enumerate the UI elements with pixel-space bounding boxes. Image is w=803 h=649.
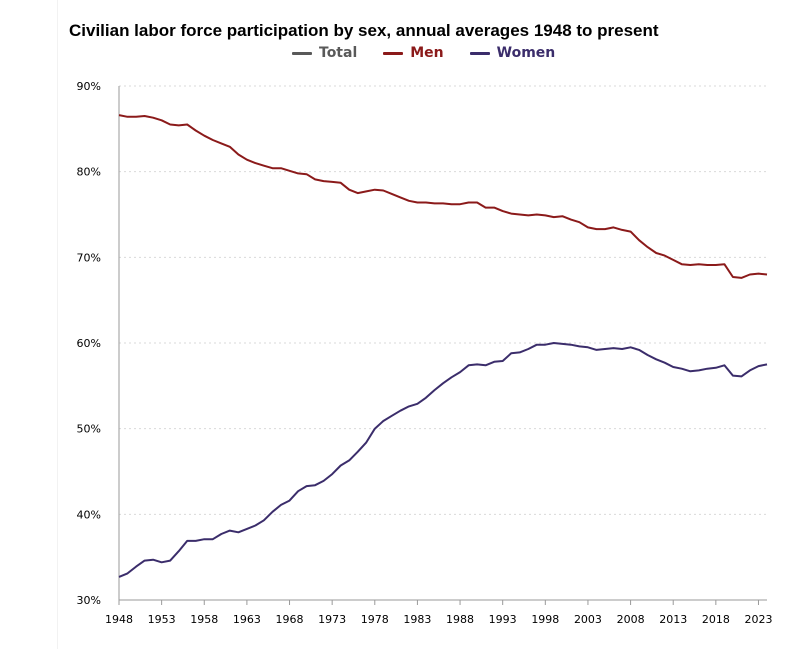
series-line-women [118,342,768,578]
x-tick-label: 1983 [403,613,431,626]
legend-swatch-men [383,51,404,55]
x-tick-label: 1948 [105,613,133,626]
x-tick-label: 1958 [190,613,218,626]
y-tick-label: 50% [77,423,101,436]
y-tick-label: 80% [77,166,101,179]
y-tick-label: 30% [77,594,101,607]
legend-swatch-women [469,51,490,55]
legend-label-men: Men [410,45,444,61]
y-tick-label: 70% [77,251,101,264]
legend-item-men[interactable]: Men [383,45,444,61]
chart-legend: Total Men Women [292,45,581,61]
x-tick-label: 1998 [531,613,559,626]
series-line-men [118,114,768,279]
chart-title: Civilian labor force participation by se… [69,21,659,40]
x-tick-label: 2018 [702,613,730,626]
legend-label-total: Total [319,45,358,61]
y-tick-label: 60% [77,337,101,350]
x-tick-label: 2023 [744,613,772,626]
x-tick-label: 1993 [489,613,517,626]
page-edge-line [57,0,58,649]
x-tick-label: 1988 [446,613,474,626]
x-tick-label: 1968 [276,613,304,626]
legend-item-women[interactable]: Women [469,45,556,61]
x-tick-label: 1973 [318,613,346,626]
x-tick-label: 1978 [361,613,389,626]
legend-swatch-total [292,51,312,55]
x-tick-label: 1953 [148,613,176,626]
x-tick-label: 2013 [659,613,687,626]
y-tick-label: 90% [77,80,101,93]
y-tick-label: 40% [77,508,101,521]
x-tick-label: 2003 [574,613,602,626]
legend-item-total[interactable]: Total [292,45,357,61]
legend-label-women: Women [496,45,556,61]
x-tick-label: 1963 [233,613,261,626]
x-tick-label: 2008 [617,613,645,626]
